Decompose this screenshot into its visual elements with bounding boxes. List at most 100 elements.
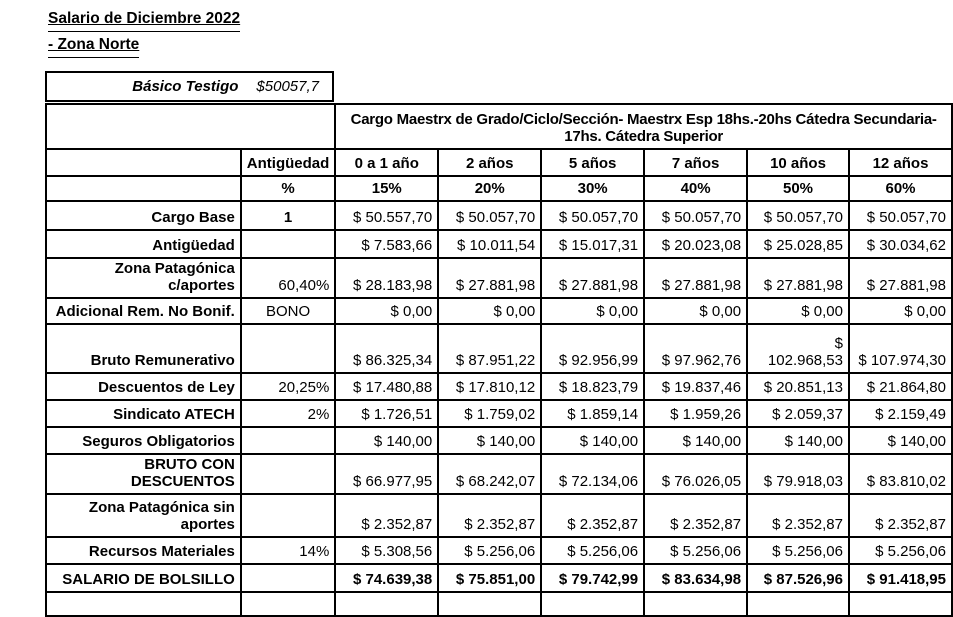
percent-cell: 15% — [334, 175, 440, 202]
empty-cell — [746, 591, 850, 617]
table-row: Antigüedad $ 7.583,66 $ 10.011,54 $ 15.0… — [45, 229, 953, 259]
basico-testigo-value: $50057,7 — [256, 78, 319, 95]
antiguedad-value-cell — [239, 563, 337, 593]
year-header-cell: 0 a 1 año — [334, 148, 440, 177]
row-label-cell: SALARIO DE BOLSILLO — [45, 563, 242, 593]
percent-header-cell: % — [239, 175, 337, 202]
money-cell: $ 97.962,76 — [643, 323, 749, 374]
money-cell: $ 5.256,06 — [643, 536, 749, 565]
row-label-cell: Bruto Remunerativo — [45, 323, 242, 374]
antiguedad-value-cell — [239, 229, 337, 259]
money-cell: $ 50.557,70 — [334, 200, 440, 231]
antiguedad-value-cell: 1 — [239, 200, 337, 231]
table-row-empty — [45, 591, 953, 617]
money-cell: $ 2.352,87 — [437, 493, 543, 538]
percent-cell: 20% — [437, 175, 543, 202]
money-cell: $ 140,00 — [437, 426, 543, 455]
empty-cell — [540, 591, 646, 617]
row-label-cell: Zona Patagónica sin aportes — [45, 493, 242, 538]
title-line-1: Salario de Diciembre 2022 — [48, 7, 241, 32]
empty-cell — [643, 591, 749, 617]
money-cell: $ 1.959,26 — [643, 399, 749, 428]
year-header-cell: 10 años — [746, 148, 850, 177]
antiguedad-value-cell: 60,40% — [239, 257, 337, 299]
money-cell: $ 1.726,51 — [334, 399, 440, 428]
money-cell: $ 140,00 — [848, 426, 953, 455]
row-label-cell: Cargo Base — [45, 200, 242, 231]
antiguedad-value-cell — [239, 493, 337, 538]
money-cell: $ 10.011,54 — [437, 229, 543, 259]
year-header-cell: 7 años — [643, 148, 749, 177]
money-cell: $ 20.851,13 — [746, 372, 850, 401]
money-cell: $ 5.256,06 — [848, 536, 953, 565]
table-row: Zona Patagónica c/aportes 60,40% $ 28.18… — [45, 257, 953, 299]
money-cell: $ 2.352,87 — [334, 493, 440, 538]
antiguedad-value-cell — [239, 453, 337, 495]
money-cell: $ 79.918,03 — [746, 453, 850, 495]
spacer-cell — [45, 175, 242, 202]
money-cell: $ 20.023,08 — [643, 229, 749, 259]
empty-cell — [437, 591, 543, 617]
money-cell: $ 0,00 — [334, 297, 440, 325]
money-cell: $ 2.059,37 — [746, 399, 850, 428]
money-cell: $ 1.759,02 — [437, 399, 543, 428]
antiguedad-header-cell: Antigüedad — [239, 148, 337, 177]
money-cell: $ 87.951,22 — [437, 323, 543, 374]
basico-testigo-box: Básico Testigo $50057,7 — [45, 71, 334, 102]
money-cell: $ 0,00 — [848, 297, 953, 325]
money-cell: $ 2.159,49 — [848, 399, 953, 428]
money-cell: $ 17.480,88 — [334, 372, 440, 401]
money-cell: $ 27.881,98 — [746, 257, 850, 299]
percent-cell: 60% — [848, 175, 953, 202]
money-cell: $ 27.881,98 — [848, 257, 953, 299]
money-cell: $ 50.057,70 — [746, 200, 850, 231]
money-cell: $ 75.851,00 — [437, 563, 543, 593]
money-cell: $ 50.057,70 — [643, 200, 749, 231]
row-label-cell: Descuentos de Ley — [45, 372, 242, 401]
money-cell: $ 27.881,98 — [437, 257, 543, 299]
money-cell: $ 1.859,14 — [540, 399, 646, 428]
antiguedad-value-cell: 2% — [239, 399, 337, 428]
antiguedad-value-cell — [239, 323, 337, 374]
antiguedad-value-cell: 20,25% — [239, 372, 337, 401]
money-cell: $ 0,00 — [643, 297, 749, 325]
group-header-cell: Cargo Maestrx de Grado/Ciclo/Sección- Ma… — [334, 103, 953, 150]
table-row: Descuentos de Ley 20,25% $ 17.480,88 $ 1… — [45, 372, 953, 401]
money-cell: $ 2.352,87 — [540, 493, 646, 538]
money-cell: $ 5.256,06 — [746, 536, 850, 565]
title-line-2: - Zona Norte — [48, 33, 140, 58]
money-cell: $ 2.352,87 — [848, 493, 953, 538]
money-cell: $ 87.526,96 — [746, 563, 850, 593]
money-cell: $ 5.256,06 — [540, 536, 646, 565]
money-cell: $ 79.742,99 — [540, 563, 646, 593]
money-cell: $ 140,00 — [334, 426, 440, 455]
row-label-cell: Zona Patagónica c/aportes — [45, 257, 242, 299]
money-cell: $ 21.864,80 — [848, 372, 953, 401]
money-cell: $ 0,00 — [746, 297, 850, 325]
money-cell: $ 102.968,53 — [746, 323, 850, 374]
money-cell: $ 15.017,31 — [540, 229, 646, 259]
money-cell: $ 27.881,98 — [643, 257, 749, 299]
row-label-cell: Recursos Materiales — [45, 536, 242, 565]
table-row: Bruto Remunerativo $ 86.325,34 $ 87.951,… — [45, 323, 953, 374]
empty-cell — [848, 591, 953, 617]
percent-cell: 40% — [643, 175, 749, 202]
money-cell: $ 30.034,62 — [848, 229, 953, 259]
money-cell: $ 74.639,38 — [334, 563, 440, 593]
row-label-cell: Adicional Rem. No Bonif. — [45, 297, 242, 325]
money-cell: $ 18.823,79 — [540, 372, 646, 401]
table-row: Seguros Obligatorios $ 140,00 $ 140,00 $… — [45, 426, 953, 455]
money-cell: $ 0,00 — [540, 297, 646, 325]
table-row: Zona Patagónica sin aportes $ 2.352,87 $… — [45, 493, 953, 538]
percent-cell: 30% — [540, 175, 646, 202]
table-row: Sindicato ATECH 2% $ 1.726,51 $ 1.759,02… — [45, 399, 953, 428]
antiguedad-value-cell — [239, 426, 337, 455]
money-cell: $ 83.634,98 — [643, 563, 749, 593]
row-label-cell: Sindicato ATECH — [45, 399, 242, 428]
money-cell: $ 27.881,98 — [540, 257, 646, 299]
money-cell: $ 7.583,66 — [334, 229, 440, 259]
antiguedad-value-cell: BONO — [239, 297, 337, 325]
salary-table: Cargo Maestrx de Grado/Ciclo/Sección- Ma… — [44, 103, 953, 617]
money-cell: $ 83.810,02 — [848, 453, 953, 495]
page-title: Salario de Diciembre 2022 - Zona Norte — [48, 7, 241, 58]
